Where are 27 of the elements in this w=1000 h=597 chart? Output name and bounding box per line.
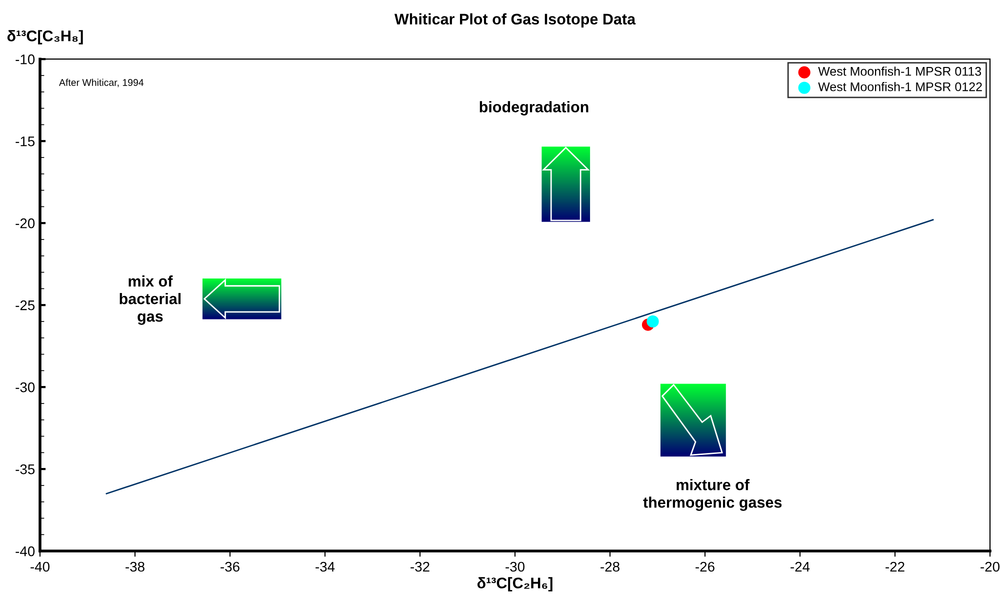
x-tick-label: -36 (220, 562, 240, 572)
x-tick-label: -34 (316, 562, 335, 572)
annotation: biodegradation (480, 101, 588, 116)
x-tick-label: -28 (600, 562, 620, 572)
annotation: mixture of thermogenic gases (643, 479, 782, 511)
annotation: mix of bacterial gas (120, 275, 181, 325)
legend-label: West Moonfish-1 MPSR 0113 (818, 66, 982, 76)
y-tick-label: -10 (16, 54, 35, 64)
x-tick-label: -38 (126, 562, 144, 572)
x-tick-label: -40 (30, 562, 50, 572)
y-tick-label: -30 (16, 382, 35, 392)
x-tick-label: -24 (790, 562, 810, 572)
y-tick-label: -15 (16, 136, 35, 146)
y-tick-label: -20 (16, 218, 35, 228)
y-axis-title: δ¹³C[C₃H₈] (7, 30, 83, 44)
y-tick-label: -25 (16, 300, 35, 310)
annotation: After Whiticar, 1994 (59, 78, 144, 88)
x-tick-label: -30 (506, 562, 524, 572)
y-tick-label: -35 (16, 464, 35, 474)
x-tick-label: -22 (886, 562, 904, 572)
x-tick-label: -26 (696, 562, 714, 572)
x-tick-label: -20 (980, 562, 1000, 572)
y-tick-label: -40 (16, 546, 35, 556)
chart-title: Whiticar Plot of Gas Isotope Data (394, 13, 636, 28)
legend-label: West Moonfish-1 MPSR 0122 (818, 82, 982, 92)
x-tick-label: -32 (410, 562, 430, 572)
x-axis-title: δ¹³C[C₂H₆] (477, 577, 552, 592)
